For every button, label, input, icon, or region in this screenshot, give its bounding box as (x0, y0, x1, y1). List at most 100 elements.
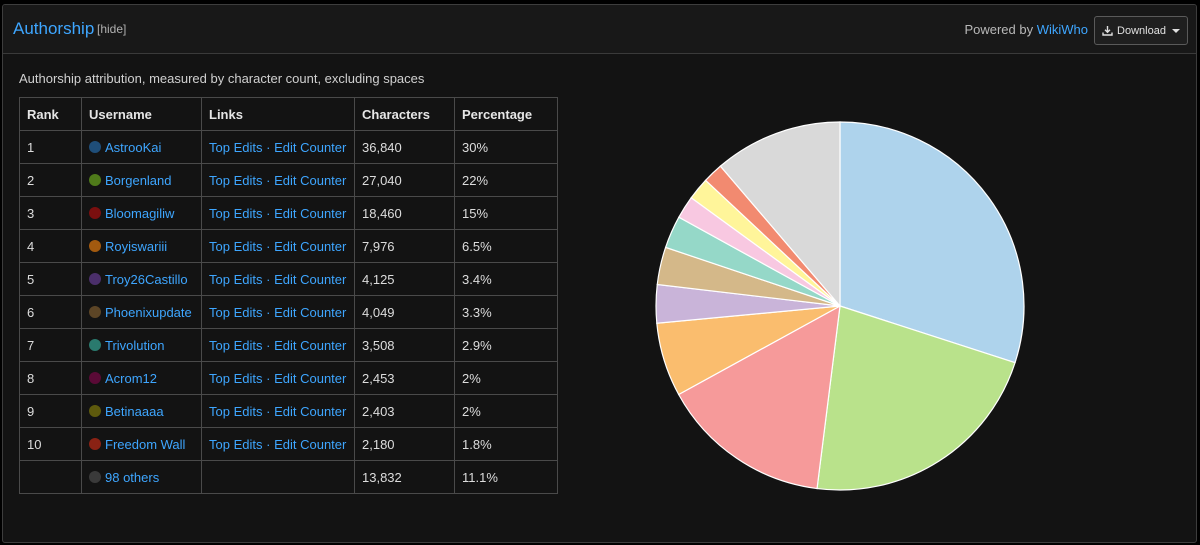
others-link[interactable]: 98 others (105, 469, 160, 485)
rank-cell-empty (19, 460, 82, 494)
top-edits-link[interactable]: Top Edits (209, 304, 263, 320)
links-cell: Top Edits · Edit Counter (201, 163, 355, 197)
others-color-dot-icon (89, 471, 101, 483)
rank-cell: 5 (19, 262, 82, 296)
user-color-dot-icon (89, 174, 101, 186)
table-row: 2 Borgenland Top Edits · Edit Counter 27,04… (19, 163, 558, 197)
powered-by-text: Powered by (964, 22, 1034, 37)
username-cell: Freedom Wall (81, 427, 202, 461)
user-color-dot-icon (89, 141, 101, 153)
column-header-characters: Characters (354, 97, 455, 131)
user-color-dot-icon (89, 438, 101, 450)
edit-counter-link[interactable]: Edit Counter (274, 238, 347, 254)
edit-counter-link[interactable]: Edit Counter (274, 304, 347, 320)
pie-slice-borgenland[interactable] (816, 305, 1016, 491)
percentage-cell: 6.5% (454, 229, 558, 263)
panel-title: Authorship (13, 19, 95, 38)
rank-cell: 10 (19, 427, 82, 461)
username-wrap: Freedom Wall (89, 437, 194, 452)
table-row: 7 Trivolution Top Edits · Edit Counter 3,50… (19, 328, 558, 362)
top-edits-link[interactable]: Top Edits (209, 172, 263, 188)
top-edits-link[interactable]: Top Edits (209, 436, 263, 452)
percentage-cell: 2% (454, 394, 558, 428)
pie-slice-bloomagiliw[interactable] (677, 304, 841, 490)
table-row-others: 98 others 13,832 11.1% (19, 460, 558, 494)
username-cell: AstrooKai (81, 130, 202, 164)
username-link[interactable]: Freedom Wall (105, 436, 186, 452)
edit-counter-link[interactable]: Edit Counter (274, 403, 347, 419)
characters-cell: 36,840 (354, 130, 455, 164)
links-cell: Top Edits · Edit Counter (201, 262, 355, 296)
edit-counter-link[interactable]: Edit Counter (274, 271, 347, 287)
links-cell: Top Edits · Edit Counter (201, 361, 355, 395)
rank-cell: 2 (19, 163, 82, 197)
top-edits-link[interactable]: Top Edits (209, 337, 263, 353)
authorship-pie-chart (655, 121, 1025, 491)
characters-cell: 4,049 (354, 295, 455, 329)
username-wrap: Royiswariii (89, 239, 194, 254)
username-cell: Trivolution (81, 328, 202, 362)
user-color-dot-icon (89, 306, 101, 318)
links-cell: Top Edits · Edit Counter (201, 394, 355, 428)
link-separator: · (266, 238, 271, 254)
username-link[interactable]: Borgenland (105, 172, 172, 188)
edit-counter-link[interactable]: Edit Counter (274, 436, 347, 452)
top-edits-link[interactable]: Top Edits (209, 271, 263, 287)
characters-cell: 13,832 (354, 460, 455, 494)
chevron-down-icon (1171, 28, 1180, 33)
pie-slice-98-others[interactable] (719, 121, 841, 308)
pie-slice-astrookai[interactable] (839, 121, 1025, 364)
username-wrap: Betinaaaa (89, 404, 194, 419)
links-cell: Top Edits · Edit Counter (201, 130, 355, 164)
top-edits-link[interactable]: Top Edits (209, 139, 263, 155)
powered-by: Powered by WikiWho (964, 22, 1088, 37)
download-button[interactable]: Download (1094, 16, 1188, 45)
top-edits-link[interactable]: Top Edits (209, 238, 263, 254)
link-separator: · (266, 205, 271, 221)
username-link[interactable]: Phoenixupdate (105, 304, 192, 320)
username-link[interactable]: Royiswariii (105, 238, 168, 254)
top-edits-link[interactable]: Top Edits (209, 370, 263, 386)
link-separator: · (266, 271, 271, 287)
link-separator: · (266, 139, 271, 155)
username-link[interactable]: Bloomagiliw (105, 205, 175, 221)
table-row: 3 Bloomagiliw Top Edits · Edit Counter 18,4… (19, 196, 558, 230)
characters-cell: 27,040 (354, 163, 455, 197)
username-link[interactable]: AstrooKai (105, 139, 162, 155)
rank-cell: 6 (19, 295, 82, 329)
username-link[interactable]: Betinaaaa (105, 403, 164, 419)
authorship-table: Rank Username Links Characters Percentag… (19, 97, 558, 494)
percentage-cell: 11.1% (454, 460, 558, 494)
edit-counter-link[interactable]: Edit Counter (274, 172, 347, 188)
top-edits-link[interactable]: Top Edits (209, 403, 263, 419)
rank-cell: 7 (19, 328, 82, 362)
links-cell: Top Edits · Edit Counter (201, 328, 355, 362)
table-row: 1 AstrooKai Top Edits · Edit Counter 36,840… (19, 130, 558, 164)
username-link[interactable]: Acrom12 (105, 370, 158, 386)
user-color-dot-icon (89, 240, 101, 252)
table-row: 5 Troy26Castillo Top Edits · Edit Counter 4… (19, 262, 558, 296)
authorship-panel: Authorship [hide] Powered by WikiWho Dow… (2, 4, 1197, 543)
download-label: Download (1117, 24, 1166, 37)
edit-counter-link[interactable]: Edit Counter (274, 139, 347, 155)
table-row: 6 Phoenixupdate Top Edits · Edit Counter 4,… (19, 295, 558, 329)
rank-cell: 3 (19, 196, 82, 230)
hide-toggle-link[interactable]: [hide] (97, 22, 127, 36)
user-color-dot-icon (89, 339, 101, 351)
user-color-dot-icon (89, 372, 101, 384)
percentage-cell: 2% (454, 361, 558, 395)
username-wrap: Borgenland (89, 173, 194, 188)
username-cell: Betinaaaa (81, 394, 202, 428)
panel-header: Authorship [hide] Powered by WikiWho Dow… (3, 5, 1196, 54)
edit-counter-link[interactable]: Edit Counter (274, 205, 347, 221)
user-color-dot-icon (89, 207, 101, 219)
wikiwho-link[interactable]: WikiWho (1036, 22, 1088, 37)
edit-counter-link[interactable]: Edit Counter (274, 370, 347, 386)
edit-counter-link[interactable]: Edit Counter (274, 337, 347, 353)
download-icon (1102, 26, 1113, 36)
username-link[interactable]: Troy26Castillo (105, 271, 188, 287)
table-row: 4 Royiswariii Top Edits · Edit Counter 7,97… (19, 229, 558, 263)
links-cell: Top Edits · Edit Counter (201, 229, 355, 263)
username-link[interactable]: Trivolution (105, 337, 165, 353)
top-edits-link[interactable]: Top Edits (209, 205, 263, 221)
